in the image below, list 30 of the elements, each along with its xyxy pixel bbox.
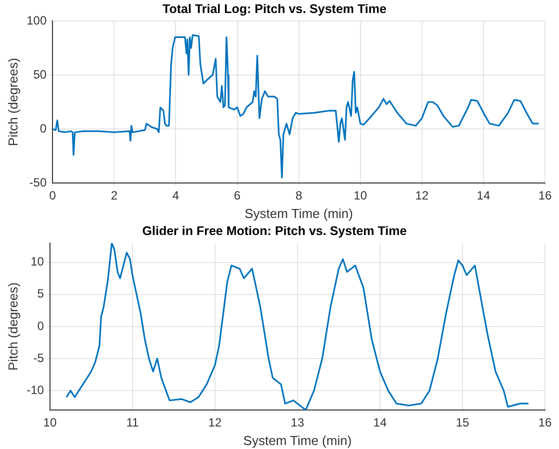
y-axis-title: Pitch (degrees) (5, 58, 20, 146)
x-tick-label: 11 (126, 416, 139, 430)
x-tick-label: 16 (538, 188, 552, 203)
x-tick-label: 8 (295, 188, 302, 203)
y-tick-label: 0 (37, 318, 44, 333)
x-tick-label: 14 (373, 416, 387, 430)
x-tick-label: 2 (110, 188, 118, 203)
y-tick-label: 100 (26, 13, 47, 28)
y-tick-label: 10 (30, 254, 44, 269)
x-tick-label: 15 (456, 416, 470, 430)
y-tick-label: 5 (37, 286, 44, 301)
chart-title: Glider in Free Motion: Pitch vs. System Time (142, 224, 407, 238)
y-tick-label: 50 (33, 67, 47, 82)
x-tick-label: 6 (234, 188, 241, 203)
x-tick-label: 12 (415, 188, 429, 203)
x-axis-title: System Time (min) (243, 432, 352, 448)
x-tick-label: 0 (49, 188, 56, 203)
x-axis-title: System Time (min) (244, 206, 353, 221)
y-axis-title: Pitch (degrees) (5, 282, 20, 371)
x-tick-label: 13 (290, 416, 304, 430)
y-tick-label: 0 (40, 121, 47, 136)
x-tick-label: 14 (476, 188, 490, 203)
x-tick-label: 4 (172, 188, 180, 203)
x-tick-label: 10 (354, 188, 368, 203)
y-tick-label: -5 (33, 350, 44, 365)
x-tick-label: 12 (208, 416, 222, 430)
x-tick-label: 16 (538, 416, 552, 430)
chart-title: Total Trial Log: Pitch vs. System Time (162, 2, 386, 16)
y-tick-label: -50 (29, 175, 47, 190)
y-tick-label: -10 (26, 383, 44, 398)
